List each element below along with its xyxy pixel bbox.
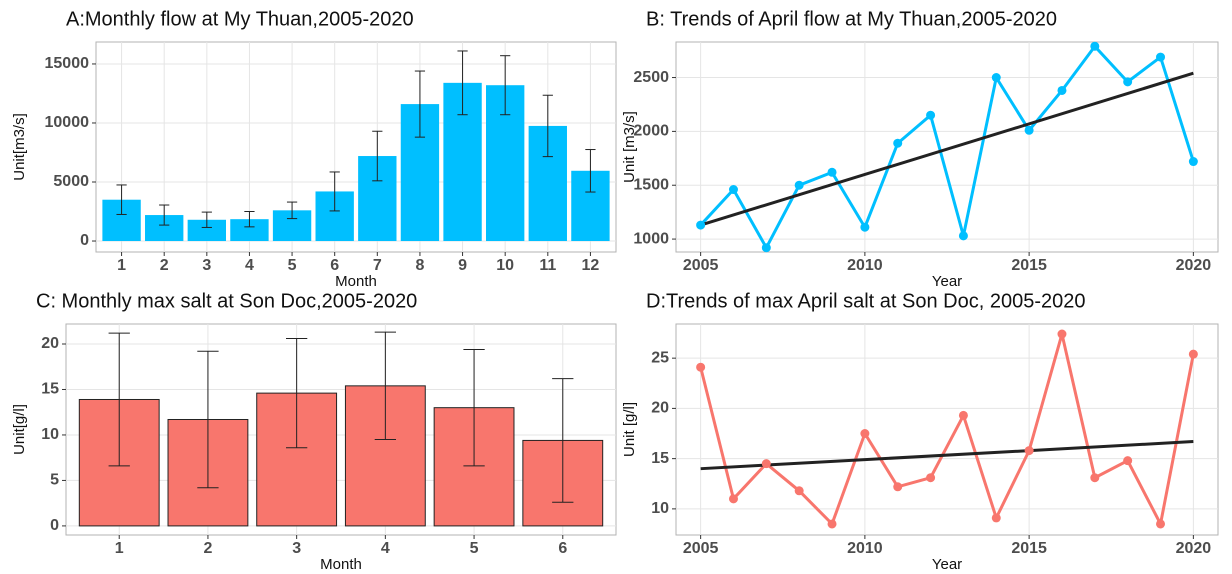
x-axis-title: Month — [320, 556, 362, 569]
x-tick-label: 2010 — [847, 540, 883, 557]
data-point — [1123, 456, 1133, 466]
y-tick-label: 0 — [80, 232, 89, 249]
y-tick-label: 2500 — [633, 69, 669, 86]
x-tick-label: 5 — [288, 257, 297, 274]
plot-border — [95, 41, 617, 253]
x-tick-label: 2005 — [683, 257, 719, 274]
x-axis-title: Year — [932, 556, 962, 569]
y-axis-title: Unit[m3/s] — [11, 113, 28, 181]
x-tick-label: 11 — [539, 257, 556, 274]
y-tick-label: 15 — [41, 381, 59, 398]
y-tick-label: 10 — [41, 426, 59, 443]
data-point — [1090, 41, 1100, 51]
y-tick-label: 0 — [50, 517, 59, 534]
data-point — [1024, 125, 1034, 135]
data-point — [761, 243, 771, 253]
x-tick-label: 2015 — [1011, 540, 1047, 557]
x-tick-label: 2020 — [1176, 540, 1212, 557]
data-point — [1188, 349, 1198, 359]
data-point — [696, 220, 706, 230]
data-point — [991, 513, 1001, 523]
data-point — [860, 222, 870, 232]
bar — [230, 219, 269, 242]
x-tick-label: 6 — [558, 540, 567, 557]
y-tick-label: 2000 — [633, 123, 669, 140]
x-tick-label: 6 — [330, 257, 339, 274]
data-point — [991, 73, 1001, 83]
data-point — [958, 410, 968, 420]
x-tick-label: 7 — [373, 257, 382, 274]
x-tick-label: 10 — [496, 257, 514, 274]
x-tick-label: 2015 — [1011, 257, 1047, 274]
x-tick-label: 1 — [115, 540, 124, 557]
data-point — [827, 519, 837, 529]
x-axis-title: Month — [335, 273, 377, 290]
data-point — [696, 362, 706, 372]
x-tick-label: 2005 — [683, 540, 719, 557]
trend-line — [700, 440, 1194, 471]
trend-line — [700, 71, 1194, 227]
data-point — [1090, 473, 1100, 483]
y-tick-label: 20 — [651, 400, 669, 417]
data-point — [893, 482, 903, 492]
data-point — [827, 167, 837, 177]
chart-title: A:Monthly flow at My Thuan,2005-2020 — [66, 8, 414, 30]
x-tick-label: 3 — [202, 257, 211, 274]
plot-border — [675, 41, 1219, 253]
y-axis-title: Unit [g/l] — [621, 402, 638, 457]
data-line — [699, 333, 1195, 529]
y-tick-label: 1000 — [633, 230, 669, 247]
data-line — [699, 43, 1195, 251]
y-tick-label: 5000 — [53, 173, 89, 190]
y-axis-title: Unit [m3/s] — [621, 111, 638, 183]
data-point — [728, 494, 738, 504]
data-point — [1123, 77, 1133, 87]
y-tick-label: 25 — [651, 349, 669, 366]
x-tick-label: 4 — [381, 540, 390, 557]
x-tick-label: 4 — [245, 257, 254, 274]
data-point — [958, 231, 968, 241]
y-tick-label: 10 — [651, 500, 669, 517]
x-tick-label: 3 — [292, 540, 301, 557]
data-point — [1057, 85, 1067, 95]
x-tick-label: 5 — [470, 540, 479, 557]
bar — [187, 219, 226, 242]
data-point — [761, 459, 771, 469]
plot-border — [65, 323, 617, 536]
chart-title: C: Monthly max salt at Son Doc,2005-2020 — [36, 290, 417, 312]
data-point — [1156, 52, 1166, 62]
x-tick-label: 2010 — [847, 257, 883, 274]
data-point — [860, 429, 870, 439]
y-tick-label: 10000 — [45, 114, 90, 131]
x-tick-label: 2020 — [1176, 257, 1212, 274]
x-tick-label: 1 — [117, 257, 126, 274]
data-point — [728, 185, 738, 195]
x-tick-label: 8 — [415, 257, 424, 274]
data-point — [794, 486, 804, 496]
chart-title: D:Trends of max April salt at Son Doc, 2… — [646, 290, 1085, 312]
x-tick-label: 2 — [160, 257, 169, 274]
data-point — [794, 180, 804, 190]
plot-border — [675, 323, 1219, 536]
x-tick-label: 2 — [203, 540, 212, 557]
y-tick-label: 1500 — [633, 176, 669, 193]
data-point — [1057, 329, 1067, 339]
y-tick-label: 15 — [651, 450, 669, 467]
y-tick-label: 20 — [41, 335, 59, 352]
x-axis-title: Year — [932, 273, 962, 290]
y-tick-label: 15000 — [45, 55, 90, 72]
x-tick-label: 12 — [582, 257, 600, 274]
data-point — [926, 473, 936, 483]
data-point — [1024, 446, 1034, 456]
y-tick-label: 5 — [50, 472, 59, 489]
data-point — [1156, 519, 1166, 529]
y-axis-title: Unit[g/l] — [11, 404, 28, 455]
data-point — [926, 110, 936, 120]
x-tick-label: 9 — [458, 257, 467, 274]
data-point — [893, 138, 903, 148]
chart-title: B: Trends of April flow at My Thuan,2005… — [646, 8, 1057, 30]
data-point — [1188, 157, 1198, 167]
